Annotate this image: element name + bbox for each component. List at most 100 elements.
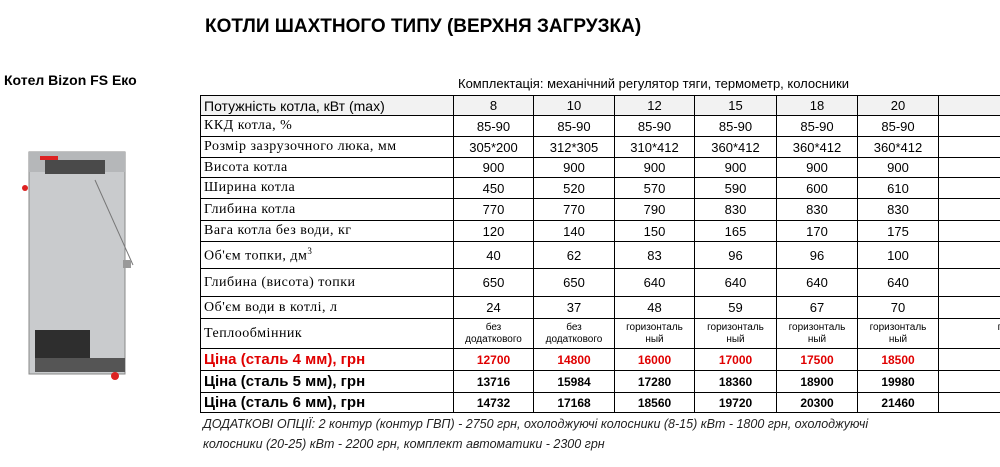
cell-text: 360*412 <box>792 139 842 155</box>
cell: 20 <box>857 95 939 116</box>
cell-text: 570 <box>643 180 666 196</box>
cell-text: 24 <box>486 300 501 315</box>
cell-text: 85-90 <box>637 118 672 134</box>
table-row: Ціна (сталь 4 мм), грн 12700 14800 16000 170… <box>200 348 1000 371</box>
row-label: Ціна (сталь 4 мм), грн <box>200 348 454 371</box>
cell: 570 <box>614 177 695 199</box>
cell: 10 <box>533 95 615 116</box>
cell: 21060 <box>938 370 1000 393</box>
cell: 12700 <box>453 348 534 371</box>
cell: 13716 <box>453 370 534 393</box>
product-name: Котел Bizon FS Еко <box>4 72 137 88</box>
cell-text: 37 <box>566 300 582 315</box>
cell: 610 <box>857 177 939 199</box>
cell: 19500 <box>938 348 1000 371</box>
cell: 17000 <box>694 348 777 371</box>
cell-text: 140 <box>563 223 585 239</box>
cell: 310*412 <box>614 136 695 158</box>
cell-text: 12700 <box>476 352 511 367</box>
cell-text: 19980 <box>881 374 915 389</box>
cell-text: 640 <box>806 275 828 290</box>
cell: 830 <box>857 198 939 221</box>
cell-text: 85-90 <box>881 118 915 134</box>
cell-line: ный <box>645 333 664 345</box>
cell-text: 610 <box>887 180 909 196</box>
cell-line: горизонталь <box>788 321 846 333</box>
cell-text: 830 <box>724 202 747 217</box>
cell: 14732 <box>453 392 534 413</box>
table-row: ККД котла, % 85-90 85-90 85-90 85-90 85-90 85-… <box>200 115 1000 137</box>
cell: 90 <box>938 296 1000 319</box>
table-row: Вага котла без води, кг 120 140 150 165 170 17… <box>200 220 1000 242</box>
cell: 900 <box>776 157 858 178</box>
cell-text: 650 <box>563 275 585 290</box>
row-label: Висота котла <box>200 157 454 178</box>
cell: 790 <box>614 198 695 221</box>
cell-text: 310*412 <box>630 139 679 155</box>
cell: 900 <box>614 157 695 178</box>
cell: 85-90 <box>694 115 777 137</box>
cell-line: горизонталь <box>707 321 764 333</box>
cell-line: додаткового <box>465 333 522 345</box>
cell: 16000 <box>614 348 695 371</box>
cell: 18500 <box>857 348 939 371</box>
cell: 195 <box>938 220 1000 242</box>
cell-text: 15984 <box>557 374 591 389</box>
cell-text: 15 <box>728 98 743 113</box>
cell-text: 900 <box>806 160 828 175</box>
cell: 175 <box>857 220 939 242</box>
row-label: ККД котла, % <box>200 115 454 137</box>
cell-text: 16000 <box>637 352 672 367</box>
cell-text: 830 <box>806 202 828 217</box>
table-row: Розмір зазрузочного люка, мм 305*200 312*3… <box>200 136 1000 158</box>
cell-text: 305*200 <box>469 139 518 155</box>
cell-text: 830 <box>887 202 909 217</box>
row-label: Вага котла без води, кг <box>200 220 454 242</box>
cell-text: 650 <box>482 275 505 290</box>
cell: 17168 <box>533 392 615 413</box>
cell-line: без <box>485 321 502 333</box>
cell: 360*412 <box>776 136 858 158</box>
table-row: Глибина котла 770 770 790 830 830 830 890 <box>200 198 1000 221</box>
cell: 59 <box>694 296 777 319</box>
cell: 24 <box>453 296 534 319</box>
cell-line: горизонталь <box>869 321 927 333</box>
table-row: Ціна (сталь 5 мм), грн 13716 15984 17280 183… <box>200 370 1000 393</box>
cell-text: 520 <box>563 180 585 196</box>
cell: 22620 <box>938 392 1000 413</box>
cell: 85-90 <box>857 115 939 137</box>
cell-text: 8 <box>489 98 498 113</box>
cell: 19980 <box>857 370 939 393</box>
cell: без додаткового <box>453 318 534 349</box>
row-label: Ціна (сталь 5 мм), грн <box>200 370 454 393</box>
cell: 67 <box>776 296 858 319</box>
cell-text: 21460 <box>881 395 915 410</box>
cell: 85-90 <box>453 115 534 137</box>
cell-text: 900 <box>643 160 666 175</box>
cell-line: ный <box>888 333 908 345</box>
label-text: Ширина котла <box>204 180 296 195</box>
cell-line: горизонталь <box>942 322 1000 334</box>
cell-text: 85-90 <box>800 118 834 134</box>
cell-text: 900 <box>482 160 505 175</box>
cell-text: 17500 <box>800 352 834 367</box>
row-label: Розмір зазрузочного люка, мм <box>200 136 454 158</box>
boiler-image <box>22 151 134 380</box>
cell: 640 <box>614 268 695 297</box>
label-text: Ціна (сталь 6 мм), грн <box>204 394 366 411</box>
cell: 17280 <box>614 370 695 393</box>
cell-text: 18500 <box>881 352 915 367</box>
cell-text: 770 <box>482 202 505 217</box>
cell-text: 85-90 <box>718 118 753 134</box>
cell: 8 <box>453 95 534 116</box>
table-row: Глибина (висота) топки 650 650 640 640 640 640… <box>200 268 1000 297</box>
label-text: Розмір зазрузочного люка, мм <box>204 139 397 154</box>
table-row: Потужність котла, кВт (max) 8 10 12 15 18 20 25 <box>200 95 1000 116</box>
cell: 18 <box>776 95 858 116</box>
cell-text: 17000 <box>718 352 753 367</box>
label-text: Потужність котла, кВт (max) <box>204 97 385 114</box>
notes: ДОДАТКОВІ ОПЦІЇ: 2 контур (контур ГВП) -… <box>203 414 868 454</box>
